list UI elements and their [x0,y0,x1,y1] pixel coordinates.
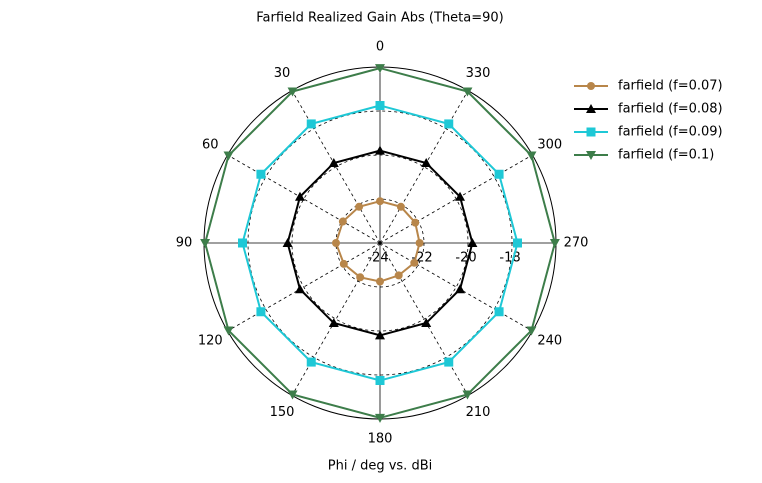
marker [256,307,266,317]
theta-tick-label: 30 [274,66,291,81]
marker [200,239,211,248]
marker [513,238,522,248]
marker [376,197,384,206]
spoke [291,242,381,396]
marker [256,169,266,179]
marker [444,357,454,367]
marker [376,277,384,286]
x-axis-label: Phi / deg vs. dBi [328,459,432,474]
marker [375,376,385,385]
spoke [227,154,381,244]
marker [494,169,504,179]
marker [462,87,473,97]
spoke [291,90,381,244]
marker [375,413,385,423]
theta-tick-label: 210 [466,405,491,420]
r-tick-label: -24 [367,251,388,266]
spoke [379,90,469,244]
marker [394,271,403,280]
theta-tick-label: 120 [198,334,223,349]
legend-marker [586,104,596,113]
marker [396,202,405,211]
marker [421,157,432,167]
marker [287,87,298,97]
spoke [379,242,533,332]
theta-tick-label: 0 [376,40,384,55]
legend-label: farfield (f=0.08) [618,102,723,117]
legend-marker [587,82,595,90]
legend-marker [586,127,596,137]
theta-tick-label: 60 [202,138,219,153]
marker [421,318,432,328]
spoke [379,242,469,396]
marker [415,239,424,247]
marker [444,119,454,129]
legend-label: farfield (f=0.1) [618,148,714,163]
theta-tick-label: 240 [537,334,562,349]
theta-tick-label: 180 [368,432,393,447]
legend-label: farfield (f=0.09) [618,125,723,140]
legend-marker [586,151,596,160]
r-tick-label: -18 [499,251,520,266]
marker [306,357,316,367]
marker [294,191,305,201]
marker [455,191,466,201]
marker [287,390,298,400]
marker [328,157,339,167]
marker [494,307,504,317]
marker [526,326,537,336]
marker [356,273,365,282]
marker [328,318,339,328]
theta-tick-label: 270 [564,236,589,251]
marker [467,238,478,247]
marker [294,284,305,294]
marker [306,119,316,129]
marker [462,390,473,400]
theta-tick-label: 330 [466,66,491,81]
marker [375,101,385,110]
marker [526,151,537,161]
marker [223,326,234,336]
theta-tick-label: 150 [270,405,295,420]
theta-tick-label: 300 [537,138,562,153]
marker [375,145,385,155]
marker [375,64,385,74]
marker [338,217,347,226]
chart-title: Farfield Realized Gain Abs (Theta=90) [256,11,504,26]
legend-label: farfield (f=0.07) [618,79,723,94]
marker [411,218,420,227]
marker [549,239,560,248]
marker [355,202,364,211]
r-tick-label: -20 [455,251,476,266]
marker [238,238,247,248]
marker [282,238,293,247]
theta-tick-label: 90 [176,236,193,251]
marker [339,259,348,268]
marker [332,239,340,247]
marker [375,330,385,340]
spoke [227,242,381,332]
marker [223,151,234,161]
marker [455,284,466,294]
spoke [379,154,533,244]
marker [410,258,419,267]
